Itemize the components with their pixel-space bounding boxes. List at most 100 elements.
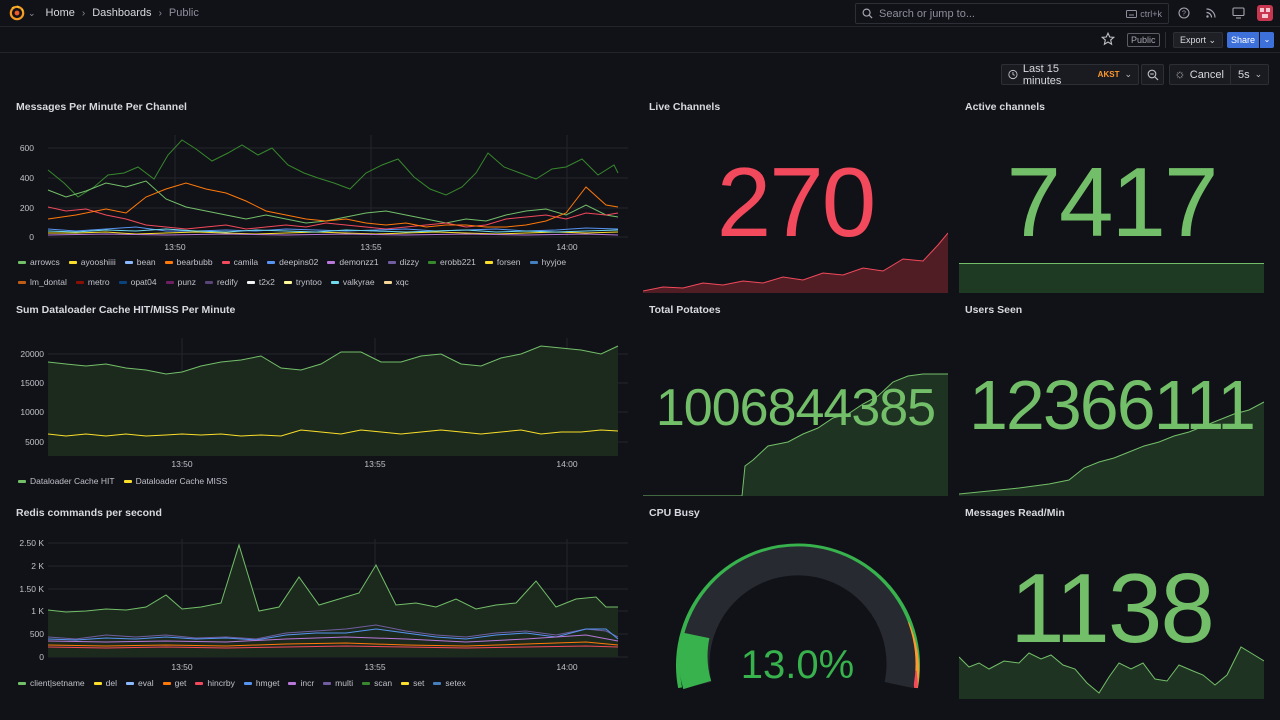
panel-messages-per-minute[interactable]: Messages Per Minute Per Channel 600 400 … xyxy=(16,101,632,291)
legend-swatch xyxy=(195,681,204,685)
panel-cpu-busy[interactable]: CPU Busy 13.0% xyxy=(643,507,948,699)
panel-messages-read[interactable]: Messages Read/Min 1138 xyxy=(959,507,1264,699)
panel-total-potatoes[interactable]: Total Potatoes 1006844385 xyxy=(643,304,948,496)
legend-item[interactable]: redify xyxy=(205,276,238,288)
legend-item[interactable]: setex xyxy=(433,677,466,689)
rss-news-icon[interactable] xyxy=(1202,4,1220,22)
zoom-out-icon xyxy=(1147,69,1158,80)
legend-swatch xyxy=(18,260,26,264)
stat-value: 1006844385 xyxy=(655,379,936,437)
series-line xyxy=(47,624,619,640)
breadcrumb-dashboards[interactable]: Dashboards xyxy=(92,7,152,19)
cancel-refresh-button[interactable]: Cancel xyxy=(1169,64,1231,85)
legend-item[interactable]: dizzy xyxy=(387,256,419,268)
legend-item[interactable]: deepins02 xyxy=(267,256,318,268)
legend-label: punz xyxy=(177,277,197,287)
legend-item[interactable]: eval xyxy=(126,677,154,689)
legend-swatch xyxy=(387,260,396,264)
y-tick-label: 600 xyxy=(20,143,34,153)
chevron-down-icon[interactable]: ⌄ xyxy=(28,7,36,18)
legend-item[interactable]: del xyxy=(93,677,117,689)
legend-item[interactable]: get xyxy=(162,677,186,689)
zoom-out-button[interactable] xyxy=(1141,64,1164,85)
legend-item[interactable]: hincrby xyxy=(195,677,235,689)
legend-item[interactable]: Dataloader Cache MISS xyxy=(123,475,227,487)
legend-item[interactable]: ayooshiiii xyxy=(68,256,116,268)
panel-active-channels[interactable]: Active channels 7417 xyxy=(959,101,1264,293)
legend-item[interactable]: metro xyxy=(75,276,110,288)
legend-item[interactable]: incr xyxy=(288,677,314,689)
legend-label: bean xyxy=(136,257,156,267)
legend-item[interactable]: arrowcs xyxy=(18,256,60,268)
legend-item[interactable]: scan xyxy=(362,677,392,689)
legend-item[interactable]: camila xyxy=(221,256,258,268)
legend-label: lm_dontal xyxy=(30,277,67,287)
shortcut-label: ctrl+k xyxy=(1140,8,1162,19)
y-tick-label: 2.50 K xyxy=(19,538,44,548)
toolbar-divider xyxy=(1165,32,1166,48)
time-range-label: Last 15 minutes xyxy=(1022,62,1062,87)
legend-swatch xyxy=(18,280,26,284)
panel-live-channels[interactable]: Live Channels 270 xyxy=(643,101,948,293)
legend-label: deepins02 xyxy=(279,257,319,267)
legend-swatch xyxy=(124,260,133,264)
legend-item[interactable]: opat04 xyxy=(118,276,157,288)
legend-item[interactable]: bearbubb xyxy=(164,256,213,268)
gauge-track xyxy=(680,546,916,688)
search-input[interactable]: Search or jump to... ctrl+k xyxy=(855,3,1169,24)
legend-item[interactable]: t2x2 xyxy=(246,276,275,288)
legend-item[interactable]: hyyjoe xyxy=(529,256,567,268)
panel-dataloader-cache[interactable]: Sum Dataloader Cache HIT/MISS Per Minute… xyxy=(16,304,632,494)
legend-label: scan xyxy=(374,678,393,688)
legend-item[interactable]: set xyxy=(401,677,424,689)
legend-label: t2x2 xyxy=(258,277,275,287)
legend-swatch xyxy=(362,681,371,685)
grafana-logo-icon[interactable] xyxy=(8,4,26,22)
legend-item[interactable]: multi xyxy=(323,677,353,689)
y-tick-label: 0 xyxy=(39,652,44,662)
legend-item[interactable]: erobb221 xyxy=(427,256,476,268)
kiosk-monitor-icon[interactable] xyxy=(1229,4,1247,22)
legend-label: tryntoo xyxy=(295,277,322,287)
star-icon[interactable] xyxy=(1100,31,1117,48)
legend-item[interactable]: xqc xyxy=(383,276,409,288)
legend-label: incr xyxy=(300,678,315,688)
sparkline xyxy=(959,401,1264,496)
legend-item[interactable]: Dataloader Cache HIT xyxy=(18,475,115,487)
sparkline xyxy=(643,373,948,496)
legend-item[interactable]: client|setname xyxy=(18,677,85,689)
x-tick-label: 14:00 xyxy=(556,662,578,672)
legend-swatch xyxy=(18,681,26,685)
legend-item[interactable]: forsen xyxy=(484,256,521,268)
chevron-down-icon: ⌄ xyxy=(1208,35,1217,45)
series-line xyxy=(47,233,619,236)
chevron-down-icon: ⌄ xyxy=(1254,69,1263,79)
legend-item[interactable]: demonzz1 xyxy=(327,256,379,268)
breadcrumb-home[interactable]: Home xyxy=(45,7,75,19)
legend-swatch xyxy=(165,280,174,284)
legend-swatch xyxy=(283,280,292,284)
panel-users-seen[interactable]: Users Seen 12366111 xyxy=(959,304,1264,496)
share-menu-chevron-icon[interactable]: ⌄ xyxy=(1260,32,1274,48)
legend-item[interactable]: tryntoo xyxy=(283,276,322,288)
export-button[interactable]: Export ⌄ xyxy=(1173,32,1224,48)
share-button[interactable]: Share xyxy=(1227,32,1259,48)
top-navbar: ⌄ Home › Dashboards › Public Search or j… xyxy=(0,0,1280,27)
x-tick-label: 13:55 xyxy=(364,459,386,468)
user-avatar[interactable] xyxy=(1256,4,1274,22)
legend-item[interactable]: hmget xyxy=(243,677,280,689)
refresh-interval-picker[interactable]: 5s ⌄ xyxy=(1231,64,1269,85)
legend-item[interactable]: punz xyxy=(165,276,197,288)
panel-redis-commands[interactable]: Redis commands per second 2.50 K 2 K 1.5… xyxy=(16,507,632,697)
time-range-picker[interactable]: Last 15 minutes AKST ⌄ xyxy=(1001,62,1139,87)
legend-label: hyyjoe xyxy=(541,257,567,267)
legend-swatch xyxy=(162,681,171,685)
legend-item[interactable]: bean xyxy=(124,256,156,268)
help-icon[interactable]: ? xyxy=(1175,4,1193,22)
legend-item[interactable]: lm_dontal xyxy=(18,276,67,288)
panel-title: Messages Read/Min xyxy=(965,507,1065,519)
legend-label: arrowcs xyxy=(30,257,60,267)
legend-item[interactable]: valkyrae xyxy=(330,276,375,288)
series-line xyxy=(47,228,619,233)
legend-label: hmget xyxy=(255,678,280,688)
